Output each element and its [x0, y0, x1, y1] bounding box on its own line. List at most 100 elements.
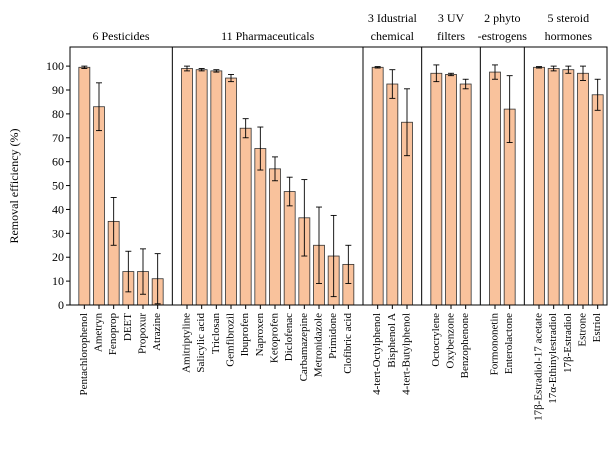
x-tick-label: Carbamazepine [298, 313, 310, 382]
error-bar [272, 156, 278, 182]
group-label: -estrogens [478, 29, 528, 43]
error-bar [404, 88, 410, 157]
x-tick-label: Bisphenol A [386, 313, 398, 368]
bar [489, 71, 501, 306]
error-bar [96, 82, 102, 132]
x-tick-label: Atrazine [151, 313, 163, 351]
error-bar [448, 72, 454, 77]
y-tick-label: 30 [52, 226, 64, 240]
y-axis-label: Removal efficiency (%) [7, 128, 21, 243]
bar [254, 148, 267, 306]
group-label: 3 Idustrial [368, 11, 418, 25]
x-tick-label: Triclosan [210, 313, 222, 355]
bar [181, 68, 193, 306]
x-tick-label: Metronidazole [313, 313, 325, 377]
group-label: 2 phyto [484, 11, 520, 25]
error-bar [492, 64, 498, 80]
x-tick-label: Octocrylene [430, 313, 442, 367]
x-tick-label: Ametryn [93, 313, 105, 353]
y-tick-label: 100 [46, 59, 64, 73]
x-tick-label: Estriol [591, 313, 603, 342]
bar [93, 106, 105, 306]
x-tick-label: Ibuprofen [239, 313, 251, 357]
bar [195, 69, 208, 306]
x-tick-label: 17α-Ethinylestradiol [547, 313, 559, 404]
x-tick-label: Benzophenone [459, 313, 471, 378]
group-label: 5 steroid [547, 11, 589, 25]
group-label: chemical [371, 29, 415, 43]
bar [459, 83, 472, 306]
group-label: 11 Pharmaceuticals [221, 29, 315, 43]
group-label: hormones [545, 29, 593, 43]
error-bar [506, 75, 513, 144]
error-bar [316, 206, 322, 284]
group-label: 3 UV [438, 11, 465, 25]
y-tick-label: 60 [52, 155, 64, 169]
error-bar [301, 179, 308, 257]
error-bar [213, 69, 220, 73]
x-tick-label: Naproxen [254, 313, 266, 357]
bar [239, 127, 252, 306]
x-tick-label: 4-tert-Butylphenol [401, 313, 413, 395]
plot-frame [69, 46, 608, 306]
bar [591, 94, 604, 306]
y-tick-label: 10 [52, 274, 64, 288]
x-tick-label: Enterolactone [503, 313, 515, 374]
x-tick-label: Primidone [327, 313, 339, 359]
y-tick-label: 70 [52, 131, 64, 145]
error-bar [110, 197, 117, 246]
error-bar [580, 65, 586, 81]
x-tick-label: Formononetin [489, 313, 501, 376]
y-tick-label: 20 [52, 250, 64, 264]
error-bar [389, 69, 396, 99]
x-tick-label: Ketoprofen [269, 313, 281, 364]
error-bar [242, 118, 249, 139]
error-bar [374, 66, 381, 69]
bar [445, 74, 457, 306]
x-tick-label: Clofibric acid [342, 313, 354, 374]
y-tick-label: 80 [52, 107, 64, 121]
x-tick-label: Salicylic acid [195, 313, 207, 373]
error-bar [198, 68, 205, 72]
error-bar [433, 64, 440, 83]
bar [577, 72, 589, 306]
error-bar [257, 126, 264, 171]
x-tick-label: Pentachlorophenol [78, 313, 90, 395]
bar [283, 191, 296, 306]
x-tick-label: Oxybenzone [445, 313, 457, 369]
x-tick-label: Gemfibrozil [225, 313, 237, 367]
bar [210, 70, 223, 306]
error-bar [154, 253, 161, 305]
bar [547, 68, 560, 306]
error-bar [462, 78, 469, 90]
x-tick-label: Estrone [577, 313, 589, 347]
error-bar [184, 65, 190, 72]
x-tick-label: 17β-Estradiol-17 acetate [533, 313, 545, 421]
error-bar [345, 244, 352, 284]
group-label: filters [437, 29, 465, 43]
x-tick-label: 4-tert-Octylphenol [371, 313, 383, 395]
group-label: 6 Pesticides [93, 29, 150, 43]
error-bar [140, 248, 146, 295]
error-bar [286, 176, 293, 207]
error-bar [536, 66, 542, 69]
x-tick-label: DEET [122, 313, 134, 341]
x-tick-label: Diclofenac [283, 313, 295, 361]
y-tick-label: 50 [52, 179, 64, 193]
error-bar [125, 250, 132, 293]
bar [533, 66, 545, 306]
y-tick-label: 90 [52, 83, 64, 97]
y-tick-label: 40 [52, 202, 64, 216]
x-tick-label: Amitriptyline [181, 313, 193, 373]
error-bar [330, 214, 337, 298]
bar [225, 77, 237, 306]
bar [371, 66, 384, 306]
x-tick-label: 17β-Estradiol [562, 313, 574, 373]
bar [562, 69, 575, 306]
bar [78, 66, 91, 306]
x-tick-label: Fenoprop [107, 313, 119, 356]
y-tick-label: 0 [58, 298, 64, 312]
error-bar [565, 65, 572, 74]
bar [269, 168, 281, 306]
